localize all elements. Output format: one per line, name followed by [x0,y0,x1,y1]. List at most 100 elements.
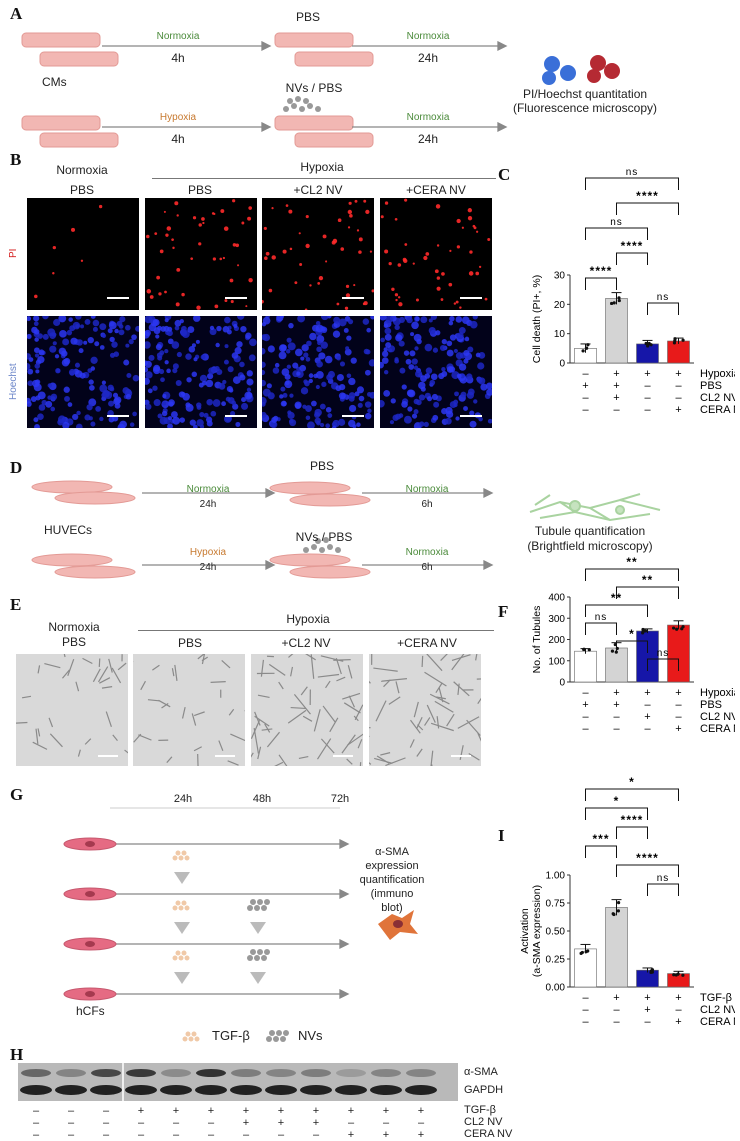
significance-label: **** [621,239,644,253]
e-hypoxia: Hypoxia [286,612,329,626]
gapdh-band [160,1085,192,1095]
condition-sign: – [613,1004,620,1016]
blot-condition-sign: + [348,1129,354,1141]
significance-label: ns [626,167,639,178]
d-normoxia-3: Normoxia [406,547,449,558]
d-quant-line2: (Brightfield microscopy) [527,539,652,553]
y-tick-label: 200 [548,635,565,646]
blot-condition-sign: – [383,1117,389,1129]
significance-label: ** [611,591,622,605]
significance-label: **** [636,189,659,203]
blot-condition-sign: + [278,1105,284,1117]
condition-sign: – [644,404,651,416]
condition-sign: + [613,699,619,711]
condition-sign: – [582,992,589,1004]
a-normoxia-2: Normoxia [407,31,450,42]
condition-sign: + [582,380,588,392]
y-axis-label: Activation [519,908,531,954]
a-nvs-pbs-label: NVs / PBS [286,81,343,95]
d-time-6h-1: 6h [421,499,432,510]
gapdh-band [230,1085,262,1095]
condition-sign: + [644,1004,650,1016]
significance-label: ns [595,612,608,623]
brightfield-micrograph [251,654,363,766]
condition-sign: – [644,380,651,392]
condition-label: Hypoxia [700,368,735,380]
blot-condition-sign: – [68,1105,74,1117]
condition-sign: – [644,699,651,711]
significance-bracket [648,303,679,315]
significance-bracket [586,623,617,635]
a-cms-label: CMs [42,75,67,89]
blot-condition-sign: – [208,1117,214,1129]
condition-sign: + [582,699,588,711]
data-point [585,950,588,953]
blot-membrane [18,1063,458,1101]
a-time-4h-1: 4h [171,51,184,65]
panel-g-schematic [0,800,420,1010]
data-point [677,972,680,975]
e-pbs: PBS [62,635,86,649]
data-point [618,299,621,302]
data-point [586,343,589,346]
asma-band [371,1069,401,1077]
condition-sign: + [613,392,619,404]
nvs-legend-icon [264,1028,294,1044]
g-quant-5: blot) [381,902,402,914]
tubule-network-icon [530,494,660,520]
d-quant-line1: Tubule quantification [535,524,645,538]
b-col-label-2: PBS [188,183,212,197]
d-pbs-label: PBS [310,459,334,473]
blot-condition-sign: – [138,1129,144,1141]
condition-sign: – [582,368,589,380]
a-quant-line1: PI/Hoechst quantitation [523,87,647,101]
data-point [617,296,620,299]
gapdh-band [125,1085,157,1095]
a-time-24h-2: 24h [418,132,438,146]
gapdh-band [405,1085,437,1095]
blot-condition-sign: + [208,1105,214,1117]
blot-condition-sign: – [173,1129,179,1141]
condition-sign: – [675,711,682,723]
blot-condition-sign: + [243,1117,249,1129]
a-pbs-label: PBS [296,10,320,24]
significance-label: **** [636,851,659,865]
condition-sign: + [644,687,650,699]
condition-sign: – [613,711,620,723]
data-point [681,974,684,977]
condition-label: CL2 NV [700,711,735,723]
panel-label-e: E [10,595,21,615]
hoechst-micrograph [145,316,257,428]
blot-condition-sign: – [173,1117,179,1129]
blot-condition-sign: + [243,1105,249,1117]
data-point [651,968,654,971]
gapdh-band [20,1085,52,1095]
data-point [585,346,588,349]
asma-band [231,1069,261,1077]
condition-sign: – [613,1016,620,1028]
significance-label: **** [621,813,644,827]
blot-condition-sign: – [68,1117,74,1129]
bar [637,631,659,682]
b-col-label-1: PBS [70,183,94,197]
g-quant-2: expression [365,860,418,872]
a-hypoxia: Hypoxia [160,112,196,123]
y-axis-label: (a-SMA expression) [531,885,543,977]
asma-band [266,1069,296,1077]
b-hypoxia: Hypoxia [300,160,343,174]
condition-sign: – [644,1016,651,1028]
significance-bracket [586,278,617,290]
pi-micrograph [262,198,374,310]
condition-sign: + [644,368,650,380]
significance-bracket [617,203,679,215]
data-point [675,628,678,631]
g-quant-3: quantification [360,874,425,886]
d-nvs-pbs-label: NVs / PBS [296,530,353,544]
significance-bracket [586,178,679,190]
significance-label: * [629,775,635,789]
condition-sign: – [675,392,682,404]
condition-sign: + [675,1016,681,1028]
condition-sign: – [582,1016,589,1028]
d-hypoxia: Hypoxia [190,547,226,558]
